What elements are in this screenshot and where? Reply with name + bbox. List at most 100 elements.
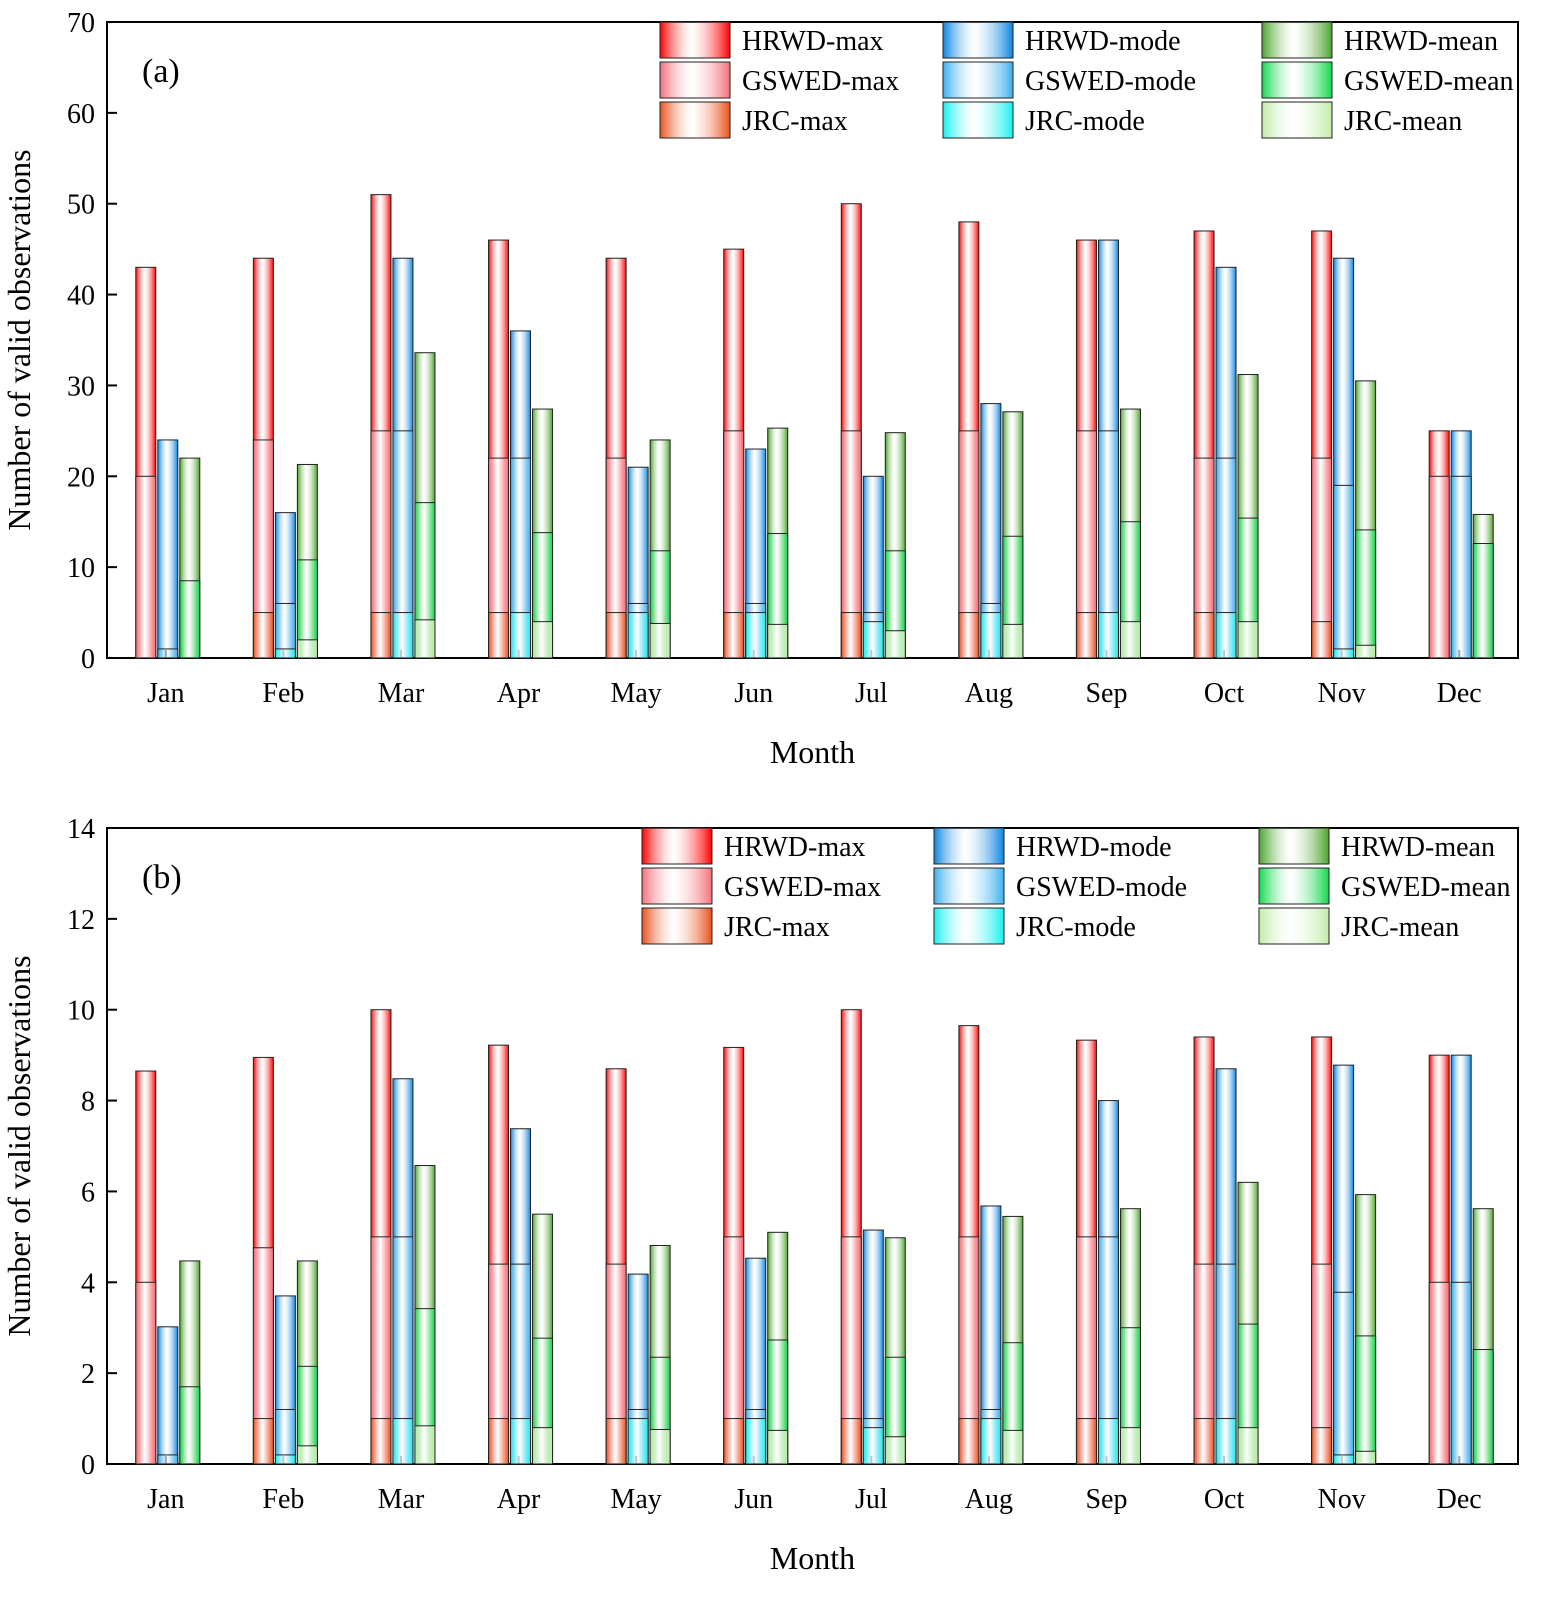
legend-label-hrwd-mode: HRWD-mode <box>1025 26 1181 57</box>
bar-jrc-mean-jun <box>767 623 789 659</box>
chart-panel-a: 0 10 20 30 40 50 60 70 Number of valid observati… <box>0 0 1550 796</box>
x-axis-title: Month <box>770 734 855 770</box>
bar-jrc-max-oct <box>1193 612 1215 659</box>
bar-hrwd-mode-jan <box>157 1326 179 1465</box>
legend-label-jrc-max: JRC-max <box>742 106 848 137</box>
y-tick-label: 4 <box>81 1268 95 1299</box>
bar-jrc-mean-apr <box>532 621 554 659</box>
bar-jrc-mean-jun <box>767 1429 789 1465</box>
legend-label-gswed-max: GSWED-max <box>724 872 881 903</box>
bar-jrc-mode-sep <box>1097 1418 1119 1465</box>
bar-jrc-max-nov <box>1311 1427 1333 1465</box>
bar-jrc-mode-feb <box>274 648 296 659</box>
legend-label-hrwd-max: HRWD-max <box>742 26 884 57</box>
bar-gswed-mean-jan <box>179 1386 201 1465</box>
bar-jrc-mean-aug <box>1002 623 1024 659</box>
bar-gswed-mode-dec <box>1450 1281 1472 1465</box>
legend-swatch-hrwd-mode <box>942 21 1014 59</box>
bar-jrc-max-nov <box>1311 621 1333 659</box>
y-tick-label: 60 <box>67 99 95 130</box>
x-tick-label-jul: Jul <box>855 678 888 709</box>
legend-swatch-gswed-mode <box>942 61 1014 99</box>
bar-jrc-max-jul <box>840 1418 862 1465</box>
bar-jrc-max-sep <box>1075 612 1097 659</box>
y-tick-label: 8 <box>81 1087 95 1118</box>
bar-jrc-mean-mar <box>414 1425 436 1465</box>
bar-jrc-mean-feb <box>296 639 318 659</box>
legend-label-gswed-max: GSWED-max <box>742 66 899 97</box>
bar-jrc-mode-sep <box>1097 612 1119 659</box>
chart-panel-b: 0 2 4 6 8 10 12 14 Number of valid observations J… <box>0 806 1550 1602</box>
bar-jrc-mode-jun <box>745 612 767 659</box>
x-tick-label-mar: Mar <box>378 678 425 709</box>
bar-gswed-mean-dec <box>1472 543 1494 659</box>
bar-jrc-mode-mar <box>392 612 414 659</box>
bar-jrc-max-jun <box>723 612 745 659</box>
bar-jrc-max-may <box>605 612 627 659</box>
bar-jrc-mean-mar <box>414 619 436 659</box>
bar-jrc-mean-apr <box>532 1427 554 1465</box>
legend-label-hrwd-mean: HRWD-mean <box>1341 832 1495 863</box>
y-tick-label: 0 <box>81 644 95 675</box>
bar-jrc-mean-nov <box>1355 1450 1377 1465</box>
bar-jrc-max-apr <box>488 612 510 659</box>
x-tick-label-jan: Jan <box>147 1484 184 1515</box>
bar-jrc-max-aug <box>958 612 980 659</box>
panel-label: (b) <box>142 859 182 896</box>
legend-swatch-jrc-max <box>659 101 731 139</box>
bar-jrc-mean-aug <box>1002 1429 1024 1465</box>
plot-frame <box>106 21 1519 659</box>
legend-label-hrwd-mode: HRWD-mode <box>1016 832 1172 863</box>
x-tick-label-feb: Feb <box>262 678 304 709</box>
chart-svg-a: 0 10 20 30 40 50 60 70 Number of valid observati… <box>1 8 1519 770</box>
x-tick-label-apr: Apr <box>497 678 541 709</box>
x-tick-label-sep: Sep <box>1085 1484 1127 1515</box>
x-tick-label-jul: Jul <box>855 1484 888 1515</box>
bar-jrc-mode-jul <box>862 621 884 659</box>
x-tick-label-feb: Feb <box>262 1484 304 1515</box>
bar-gswed-max-dec <box>1428 475 1450 659</box>
bar-gswed-mode-dec <box>1450 475 1472 659</box>
bar-jrc-mean-sep <box>1119 1427 1141 1465</box>
bar-jrc-mode-oct <box>1215 612 1237 659</box>
legend-swatch-hrwd-max <box>659 21 731 59</box>
x-tick-label-aug: Aug <box>965 1484 1013 1515</box>
y-tick-label: 2 <box>81 1359 95 1390</box>
bar-jrc-max-feb <box>252 612 274 659</box>
y-tick-label: 50 <box>67 190 95 221</box>
y-tick-label: 40 <box>67 281 95 312</box>
y-tick-label: 6 <box>81 1177 95 1208</box>
legend-swatch-gswed-max <box>641 867 713 905</box>
x-tick-label-oct: Oct <box>1204 678 1245 709</box>
legend-label-gswed-mode: GSWED-mode <box>1025 66 1196 97</box>
legend-swatch-jrc-mean <box>1258 907 1330 945</box>
legend-swatch-hrwd-max <box>641 827 713 865</box>
legend-label-jrc-mode: JRC-mode <box>1016 912 1136 943</box>
legend-label-gswed-mean: GSWED-mean <box>1344 66 1514 97</box>
plot-frame <box>106 827 1519 1465</box>
x-tick-label-nov: Nov <box>1318 1484 1366 1515</box>
legend-swatch-jrc-mean <box>1261 101 1333 139</box>
x-tick-label-dec: Dec <box>1437 1484 1482 1515</box>
legend-label-jrc-mean: JRC-mean <box>1344 106 1462 137</box>
legend-swatch-jrc-mode <box>942 101 1014 139</box>
x-tick-label-dec: Dec <box>1437 678 1482 709</box>
x-tick-label-may: May <box>610 678 661 709</box>
bar-jrc-mode-aug <box>980 1418 1002 1465</box>
bar-jrc-mode-jun <box>745 1418 767 1465</box>
bar-jrc-mode-may <box>627 612 649 659</box>
bar-gswed-mean-jan <box>179 580 201 659</box>
legend-label-hrwd-mean: HRWD-mean <box>1344 26 1498 57</box>
legend-swatch-gswed-mode <box>933 867 1005 905</box>
y-axis-title: Number of valid observations <box>1 955 37 1336</box>
bar-gswed-mean-nov <box>1355 529 1377 659</box>
bar-jrc-mode-mar <box>392 1418 414 1465</box>
x-tick-label-oct: Oct <box>1204 1484 1245 1515</box>
bar-jrc-max-jun <box>723 1418 745 1465</box>
x-tick-label-jun: Jun <box>734 1484 773 1515</box>
bar-jrc-mode-jul <box>862 1427 884 1465</box>
bar-jrc-mean-jul <box>884 1436 906 1465</box>
bar-gswed-max-jan <box>135 1281 157 1465</box>
bar-gswed-mode-nov <box>1333 484 1355 659</box>
legend-label-hrwd-max: HRWD-max <box>724 832 866 863</box>
